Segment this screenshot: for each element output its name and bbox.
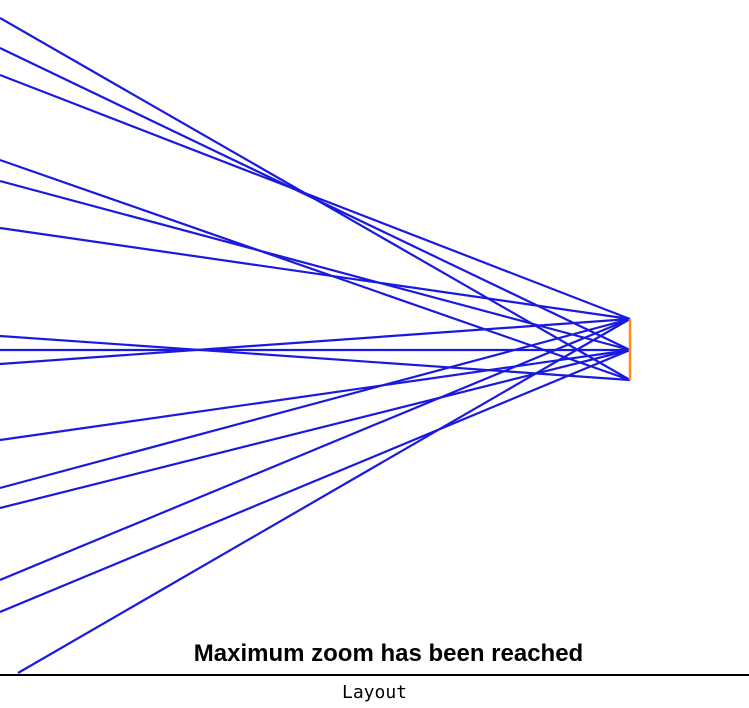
graph-edge xyxy=(0,158,631,382)
max-zoom-message: Maximum zoom has been reached xyxy=(193,640,584,667)
graph-edge xyxy=(0,179,631,352)
graph-layout-canvas[interactable] xyxy=(0,0,749,675)
graph-edge xyxy=(0,334,631,382)
graph-edge xyxy=(0,317,631,582)
graph-edge xyxy=(17,318,631,674)
graph-edge xyxy=(0,226,631,321)
graph-edge xyxy=(0,317,631,366)
graph-edge xyxy=(0,348,631,510)
graph-edge xyxy=(0,348,631,442)
panel-label: Layout xyxy=(341,682,408,703)
graph-edge xyxy=(0,47,631,351)
graph-edge xyxy=(0,317,631,490)
graph-edge xyxy=(0,73,631,321)
graph-edge xyxy=(0,348,631,614)
divider xyxy=(0,674,749,676)
